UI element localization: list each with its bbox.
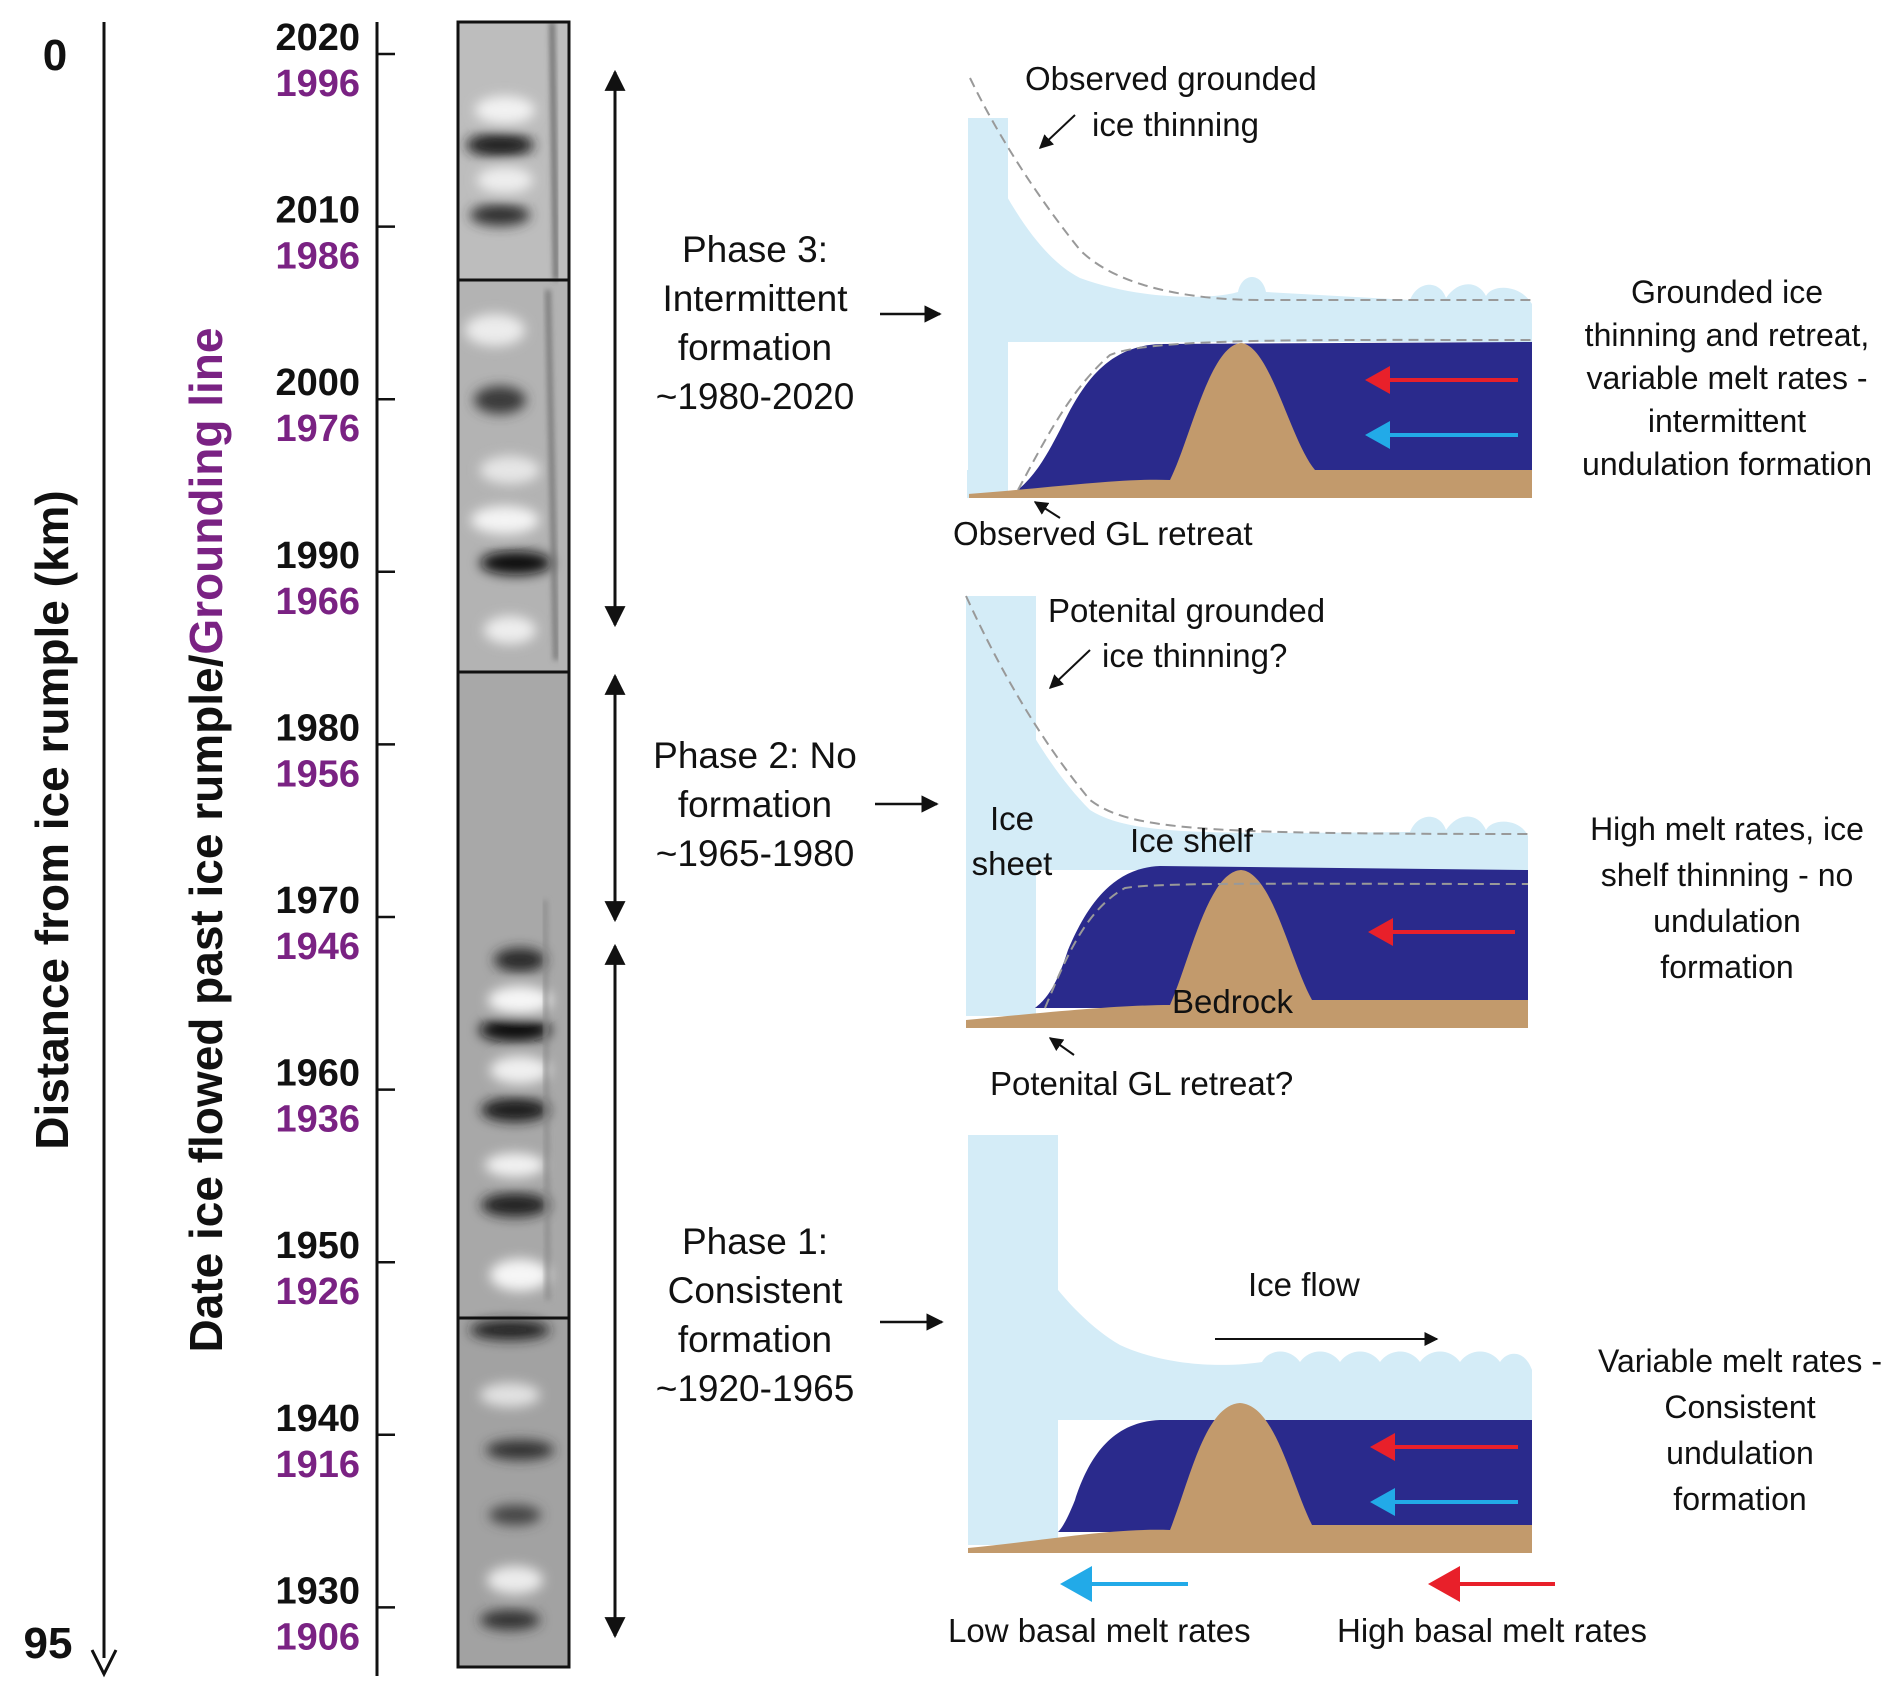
phase3-description-line: Grounded ice bbox=[1631, 274, 1823, 310]
distance-end-label: 95 bbox=[24, 1619, 73, 1668]
phase3-bedrock bbox=[968, 343, 1532, 498]
phase2-diagram: Potenital grounded ice thinning? Ice she… bbox=[965, 592, 1529, 1102]
date-tick-grounding-year: 1956 bbox=[275, 753, 360, 795]
phase2-annotation-top: ice thinning? bbox=[1102, 637, 1287, 674]
phase3-ice bbox=[968, 118, 1532, 342]
legend-high-melt-label: High basal melt rates bbox=[1337, 1612, 1647, 1649]
date-tick-rumple-year: 1940 bbox=[275, 1398, 360, 1440]
legend-low-melt-label: Low basal melt rates bbox=[948, 1612, 1251, 1649]
phase2-description-line: undulation bbox=[1653, 903, 1801, 939]
phase3-description-line: variable melt rates - bbox=[1587, 360, 1868, 396]
phase2-description-line: formation bbox=[1660, 949, 1793, 985]
bedrock-label: Bedrock bbox=[1172, 983, 1294, 1020]
legend: Low basal melt rates High basal melt rat… bbox=[948, 1566, 1647, 1649]
date-tick-grounding-year: 1966 bbox=[275, 581, 360, 623]
phase3-title-line: ~1980-2020 bbox=[656, 376, 855, 417]
phase2-title: Phase 2: No formation ~1965-1980 bbox=[653, 735, 939, 874]
date-tick-rumple-year: 1990 bbox=[275, 535, 360, 577]
phase2-title-line: formation bbox=[678, 784, 832, 825]
phase3-annotation-bottom: Observed GL retreat bbox=[953, 515, 1253, 552]
phase2-ice-base bbox=[966, 596, 1036, 1016]
phase3-description: Grounded ice thinning and retreat, varia… bbox=[1582, 274, 1872, 482]
ice-sheet-label: Ice bbox=[990, 800, 1034, 837]
date-tick-grounding-year: 1926 bbox=[275, 1271, 360, 1313]
phase1-description-line: Consistent bbox=[1664, 1389, 1815, 1425]
date-tick-rumple-year: 1960 bbox=[275, 1053, 360, 1095]
date-tick-grounding-year: 1976 bbox=[275, 408, 360, 450]
phase3-title: Phase 3: Intermittent formation ~1980-20… bbox=[656, 229, 942, 417]
phase3-annotation-top: Observed grounded bbox=[1025, 60, 1317, 97]
phase3-title-line: Intermittent bbox=[662, 278, 848, 319]
phase1-title-line: Consistent bbox=[668, 1270, 844, 1311]
phase3-ice-base bbox=[968, 118, 1008, 498]
phase1-description-line: undulation bbox=[1666, 1435, 1814, 1471]
phase1-description-line: formation bbox=[1673, 1481, 1806, 1517]
date-tick-rumple-year: 1970 bbox=[275, 880, 360, 922]
phase1-ice-base bbox=[968, 1135, 1058, 1545]
phase3-annotation-top: ice thinning bbox=[1092, 106, 1259, 143]
phase1-title-line: Phase 1: bbox=[682, 1221, 828, 1262]
date-axis-title-rumple: Date ice flowed past ice rumple/ bbox=[180, 654, 232, 1352]
phase2-bedrock bbox=[966, 870, 1528, 1028]
phase1-bedrock bbox=[968, 1403, 1532, 1553]
date-tick-rumple-year: 1950 bbox=[275, 1225, 360, 1267]
distance-axis: 0 95 Distance from ice rumple (km) bbox=[24, 22, 118, 1678]
satellite-image-strip bbox=[456, 20, 571, 1669]
date-axis-title: Date ice flowed past ice rumple/Groundin… bbox=[180, 328, 232, 1353]
ice-flow-label: Ice flow bbox=[1248, 1266, 1360, 1303]
date-tick-rumple-year: 2020 bbox=[275, 17, 360, 59]
phase2-title-line: Phase 2: No bbox=[653, 735, 857, 776]
phase3-description-line: thinning and retreat, bbox=[1585, 317, 1870, 353]
date-tick-grounding-year: 1936 bbox=[275, 1099, 360, 1141]
phase3-description-line: intermittent bbox=[1648, 403, 1806, 439]
phase3-title-line: formation bbox=[678, 327, 832, 368]
phase3-diagram: Observed grounded ice thinning Observed … bbox=[953, 60, 1533, 552]
phase1-description-line: Variable melt rates - bbox=[1598, 1343, 1882, 1379]
phase1-title: Phase 1: Consistent formation ~1920-1965 bbox=[656, 1221, 944, 1409]
distance-start-label: 0 bbox=[43, 31, 67, 80]
date-tick-rumple-year: 2010 bbox=[275, 190, 360, 232]
phase2-annotation-bottom: Potenital GL retreat? bbox=[990, 1065, 1293, 1102]
date-tick-rumple-year: 1930 bbox=[275, 1570, 360, 1612]
phase2-description-line: High melt rates, ice bbox=[1590, 811, 1864, 847]
date-tick-grounding-year: 1946 bbox=[275, 926, 360, 968]
phase2-description: High melt rates, ice shelf thinning - no… bbox=[1590, 811, 1864, 985]
date-tick-grounding-year: 1986 bbox=[275, 236, 360, 278]
date-tick-grounding-year: 1916 bbox=[275, 1444, 360, 1486]
phase1-title-line: ~1920-1965 bbox=[656, 1368, 855, 1409]
date-tick-rumple-year: 1980 bbox=[275, 707, 360, 749]
phase1-diagram: Ice flow bbox=[968, 1135, 1532, 1553]
phase2-annotation-top: Potenital grounded bbox=[1048, 592, 1325, 629]
date-tick-rumple-year: 2000 bbox=[275, 362, 360, 404]
date-tick-grounding-year: 1996 bbox=[275, 63, 360, 105]
ice-sheet-label: sheet bbox=[972, 845, 1053, 882]
date-axis-title-grounding: Grounding line bbox=[180, 328, 232, 655]
distance-axis-title: Distance from ice rumple (km) bbox=[26, 490, 78, 1150]
phase2-title-line: ~1965-1980 bbox=[656, 833, 855, 874]
phase1-title-line: formation bbox=[678, 1319, 832, 1360]
date-tick-grounding-year: 1906 bbox=[275, 1616, 360, 1658]
phase3-title-line: Phase 3: bbox=[682, 229, 828, 270]
phase1-ice bbox=[968, 1135, 1532, 1420]
ice-shelf-label: Ice shelf bbox=[1130, 822, 1254, 859]
phase2-description-line: shelf thinning - no bbox=[1601, 857, 1854, 893]
phase1-description: Variable melt rates - Consistent undulat… bbox=[1598, 1343, 1882, 1517]
phase3-description-line: undulation formation bbox=[1582, 446, 1872, 482]
